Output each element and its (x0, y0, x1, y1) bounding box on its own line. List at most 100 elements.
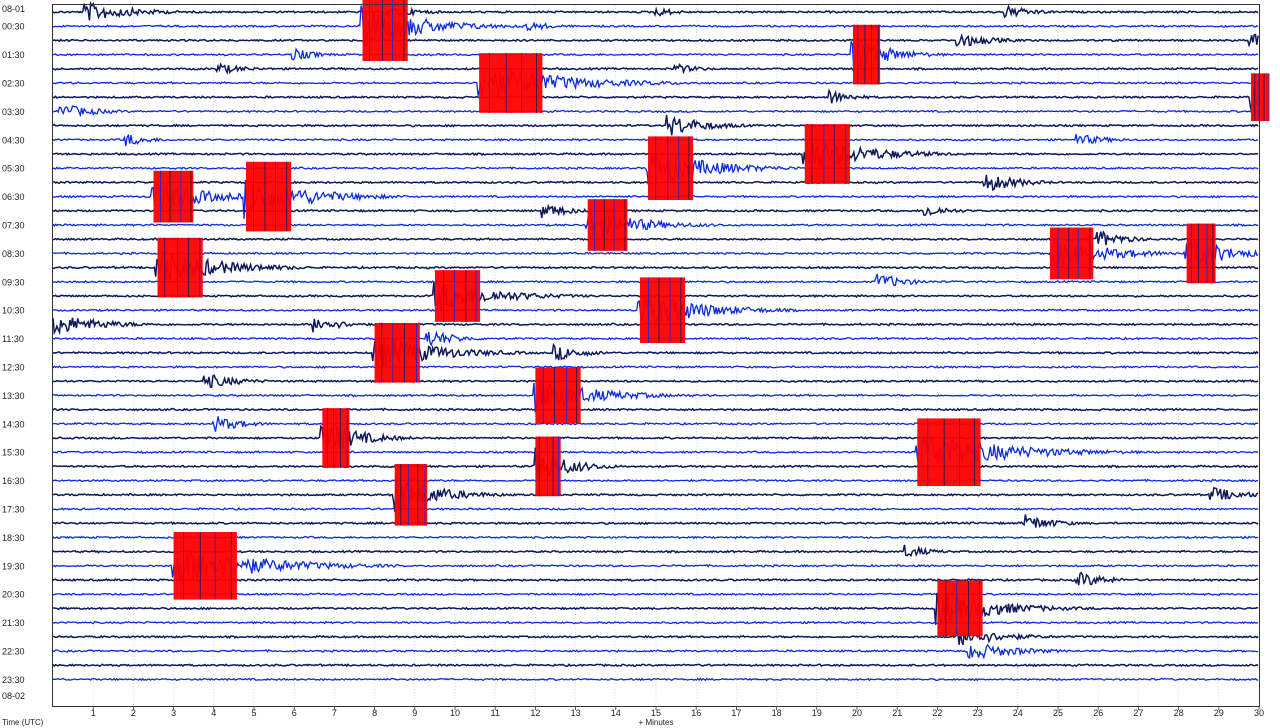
y-tick-label: 11:30 (2, 334, 24, 344)
trace-row (52, 423, 1259, 455)
trace-row (52, 203, 1259, 219)
y-tick-label: 07:30 (2, 221, 25, 231)
x-tick-label: 13 (571, 708, 581, 718)
trace-row (52, 379, 1259, 413)
x-tick-label: 30 (1254, 708, 1264, 718)
x-tick-label: 3 (171, 708, 176, 718)
x-tick-label: 4 (211, 708, 216, 718)
clipped-event (479, 53, 543, 113)
event-layer (153, 0, 1270, 637)
clipped-event (245, 161, 292, 232)
clipped-event (394, 463, 428, 526)
clipped-event (535, 367, 581, 424)
trace-row (52, 70, 1259, 98)
clipped-event (639, 277, 686, 344)
clipped-event (647, 136, 694, 201)
trace-row (52, 40, 1259, 73)
x-tick-label: 15 (651, 708, 661, 718)
trace-row (52, 477, 1259, 513)
y-tick-label: 05:30 (2, 164, 25, 174)
end-date-label: 08-02 (2, 691, 25, 701)
trace-row (52, 662, 1259, 668)
x-tick-label: 20 (852, 708, 862, 718)
plot-frame (52, 4, 1260, 707)
y-tick-label: 01:30 (2, 50, 25, 60)
x-tick-label: 10 (450, 708, 460, 718)
clipped-event (1049, 227, 1094, 280)
trace-row (52, 506, 1259, 511)
x-tick-label: 18 (772, 708, 782, 718)
x-tick-label: 27 (1133, 708, 1143, 718)
clipped-event (362, 0, 408, 61)
x-tick-label: 26 (1093, 708, 1103, 718)
x-tick-label: 5 (251, 708, 256, 718)
x-tick-label: 2 (131, 708, 136, 718)
y-tick-label: 19:30 (2, 561, 25, 571)
y-tick-label: 08:30 (2, 249, 25, 259)
x-tick-label: 23 (973, 708, 983, 718)
y-tick-label: 16:30 (2, 476, 25, 486)
clipped-event (322, 408, 350, 468)
trace-row (52, 620, 1259, 625)
x-tick-label: 21 (892, 708, 902, 718)
y-tick-label: 10:30 (2, 306, 25, 316)
trace-row (52, 447, 1259, 483)
y-tick-label: 03:30 (2, 107, 25, 117)
y-tick-label: 20:30 (2, 590, 25, 600)
trace-row (52, 336, 1259, 369)
start-date-label: 08-01 (2, 4, 25, 14)
trace-row (52, 643, 1259, 660)
x-tick-label: 1 (91, 708, 96, 718)
trace-row (52, 365, 1259, 369)
clipped-event (1250, 73, 1270, 122)
trace-row (52, 535, 1259, 540)
y-tick-label: 21:30 (2, 618, 25, 628)
trace-row (52, 592, 1259, 597)
x-tick-label: 11 (491, 708, 500, 718)
y-tick-label: 00:30 (2, 22, 25, 32)
trace-row (52, 62, 1259, 75)
trace-row (52, 0, 1259, 21)
x-tick-label: 16 (691, 708, 701, 718)
trace-row (52, 407, 1259, 412)
y-tick-label: 12:30 (2, 363, 25, 373)
clipped-event (153, 170, 194, 223)
clipped-event (587, 199, 628, 251)
x-tick-label: 8 (372, 708, 377, 718)
trace-row (52, 514, 1259, 529)
trace-row (52, 478, 1259, 483)
trace-row (52, 374, 1259, 389)
clipped-event (917, 418, 981, 486)
trace-row (52, 544, 1259, 557)
x-tick-label: 19 (812, 708, 822, 718)
y-tick-label: 09:30 (2, 277, 25, 287)
trace-row (52, 626, 1259, 646)
x-tick-label: 24 (1013, 708, 1023, 718)
x-tick-label: 28 (1174, 708, 1184, 718)
trace-row (52, 571, 1259, 586)
trace-row (52, 548, 1259, 584)
y-tick-labels: 00:30 01:30 02:30 03:30 04:30 05:30 06:30 07:30… (2, 22, 25, 685)
clipped-event (937, 580, 983, 637)
trace-row (52, 416, 1259, 432)
y-tick-label: 23:30 (2, 675, 25, 685)
x-tick-label: 6 (292, 708, 297, 718)
x-tick-label: 12 (530, 708, 540, 718)
y-tick-label: 02:30 (2, 79, 25, 89)
trace-row (52, 85, 1259, 115)
trace-row (52, 5, 1259, 47)
x-axis-title: + Minutes (639, 718, 674, 727)
y-tick-label: 18:30 (2, 533, 25, 543)
clipped-event (173, 532, 237, 600)
y-tick-label: 06:30 (2, 192, 25, 202)
trace-row (52, 114, 1259, 136)
trace-row (52, 677, 1259, 682)
trace-row (53, 592, 1259, 625)
x-tick-label: 22 (932, 708, 942, 718)
clipped-event (374, 322, 420, 383)
y-tick-label: 14:30 (2, 419, 25, 429)
y-tick-label: 04:30 (2, 135, 25, 145)
y-axis-title: Time (UTC) (2, 718, 44, 727)
y-tick-label: 17:30 (2, 505, 25, 515)
